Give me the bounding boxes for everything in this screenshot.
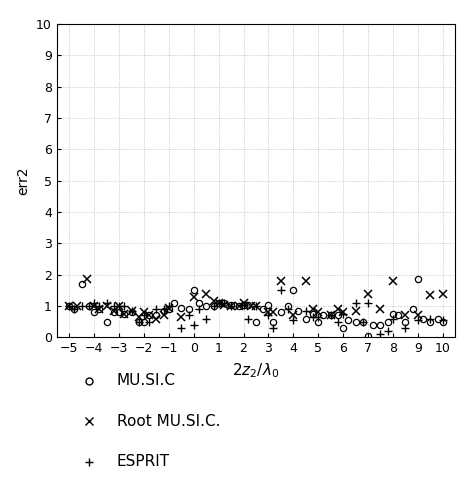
Text: MU.SI.C: MU.SI.C: [117, 373, 175, 388]
Text: Root MU.SI.C.: Root MU.SI.C.: [117, 414, 220, 429]
Text: ESPRIT: ESPRIT: [117, 454, 170, 469]
Y-axis label: err2: err2: [17, 166, 31, 195]
X-axis label: $2z_2/\lambda_0$: $2z_2/\lambda_0$: [232, 361, 280, 379]
